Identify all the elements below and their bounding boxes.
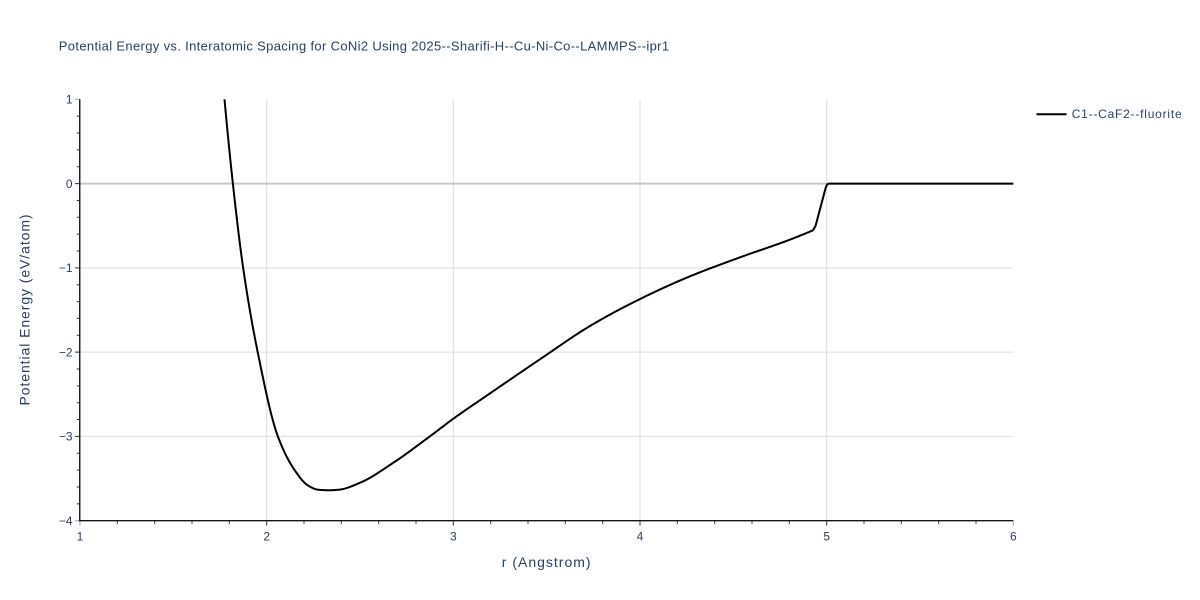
svg-text:−4: −4: [59, 514, 73, 528]
svg-text:−2: −2: [59, 345, 73, 359]
svg-text:1: 1: [66, 93, 73, 107]
svg-text:5: 5: [823, 529, 830, 543]
svg-text:6: 6: [1010, 529, 1017, 543]
svg-text:−1: −1: [59, 261, 73, 275]
svg-text:2: 2: [263, 529, 270, 543]
svg-text:1: 1: [77, 529, 84, 543]
svg-text:Potential Energy (eV/atom): Potential Energy (eV/atom): [17, 213, 33, 405]
svg-text:3: 3: [450, 529, 457, 543]
svg-text:0: 0: [66, 177, 73, 191]
svg-text:4: 4: [637, 529, 644, 543]
svg-text:C1--CaF2--fluorite: C1--CaF2--fluorite: [1072, 107, 1183, 121]
svg-text:r (Angstrom): r (Angstrom): [502, 554, 592, 570]
svg-text:−3: −3: [59, 430, 73, 444]
svg-text:Potential Energy vs. Interatom: Potential Energy vs. Interatomic Spacing…: [59, 39, 670, 54]
